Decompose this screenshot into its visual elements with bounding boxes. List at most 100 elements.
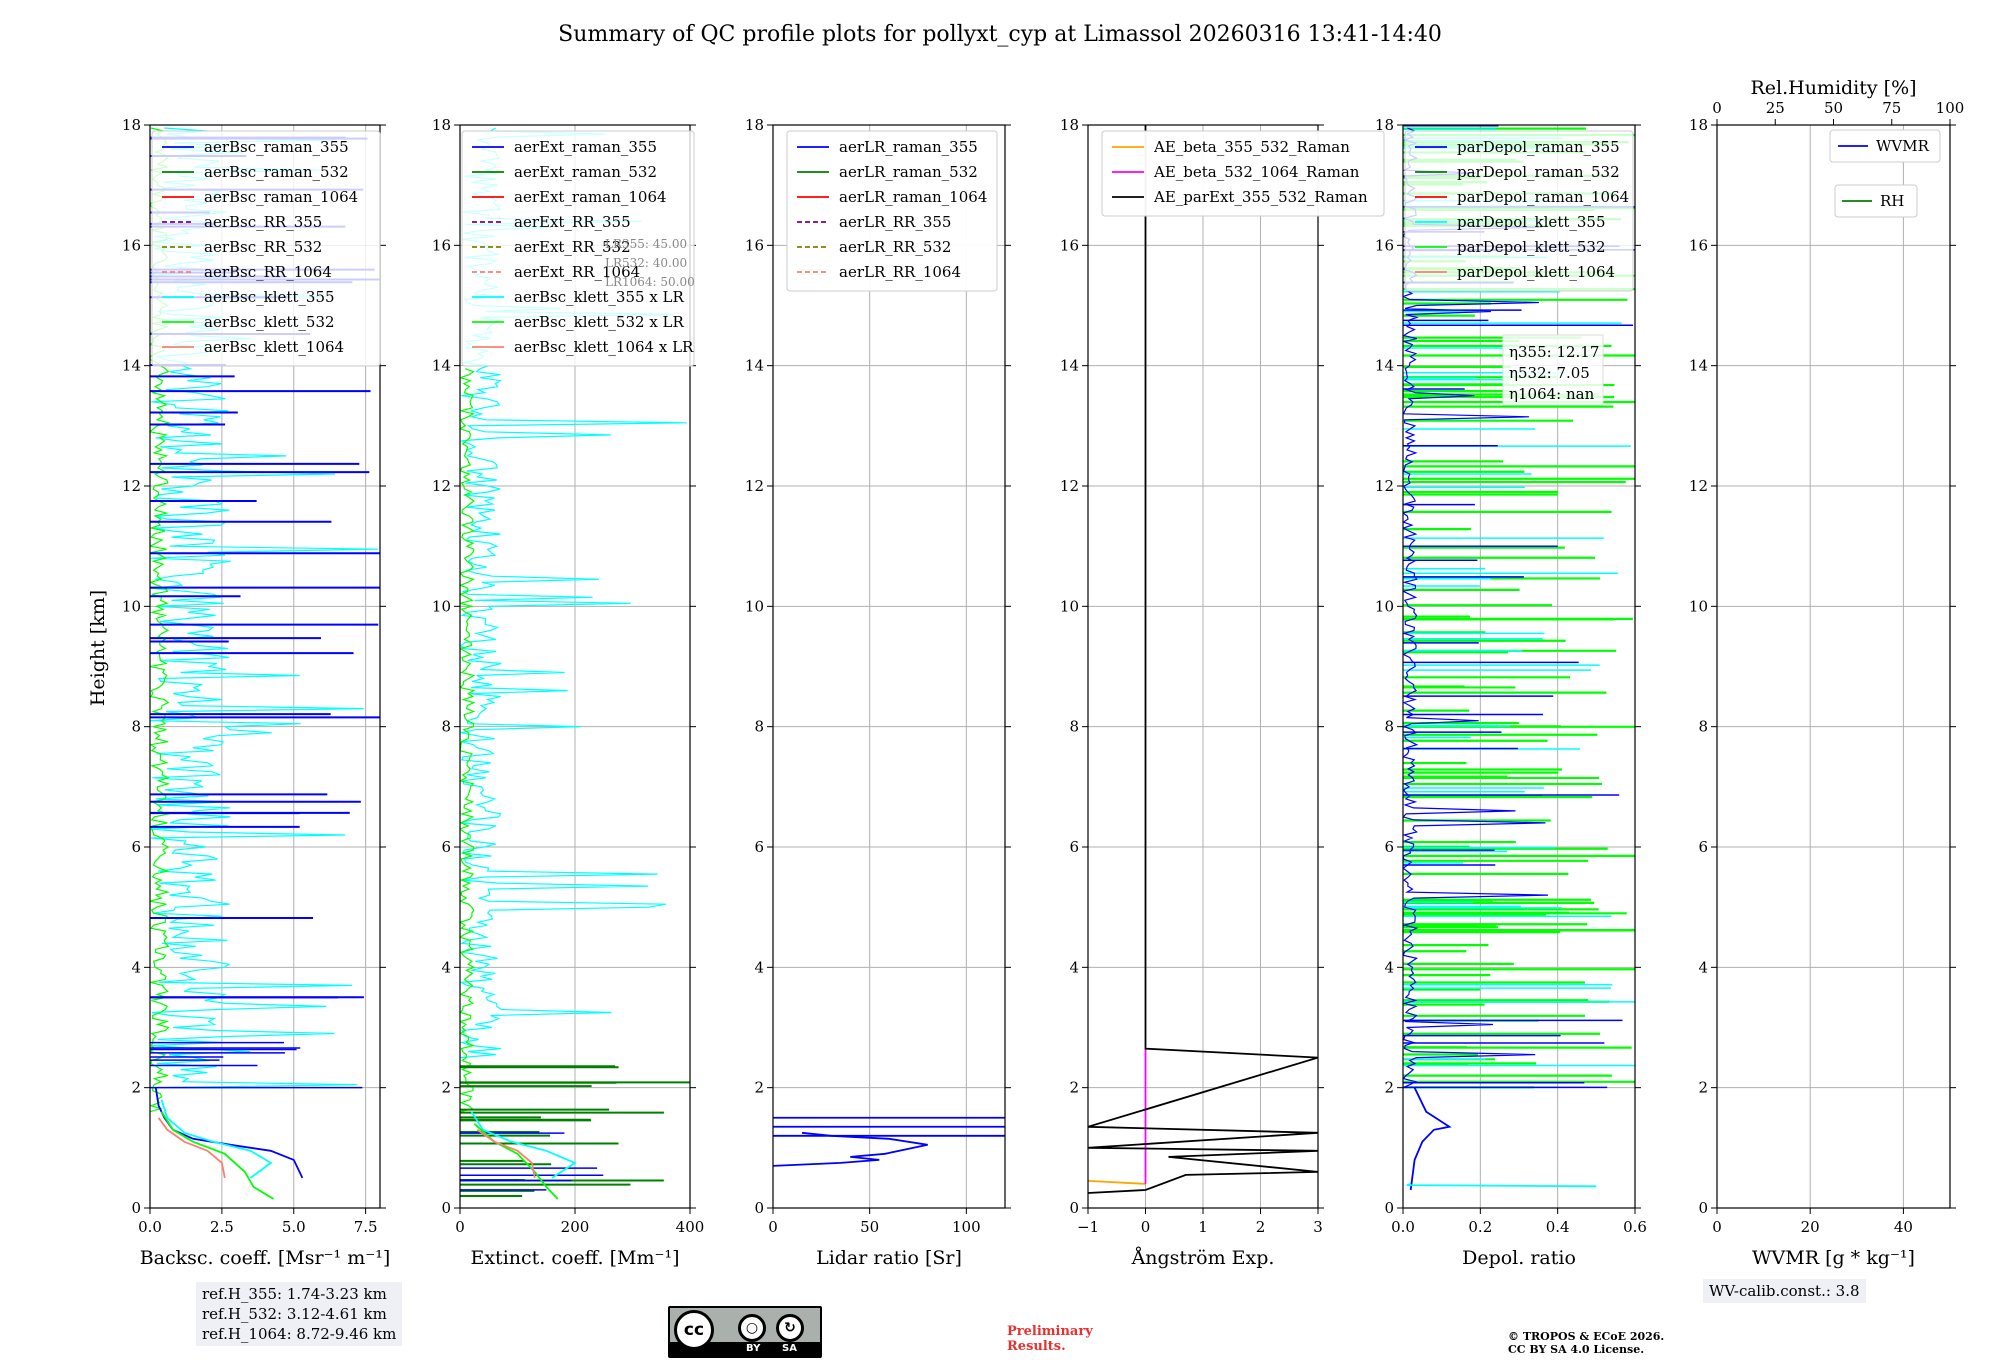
x-tick-label: 0.2 [1468, 1218, 1492, 1236]
series-line-aerBsc_raman_355 [154, 1087, 304, 1179]
legend-label: aerBsc_klett_1064 [204, 338, 344, 356]
legend-label: aerBsc_klett_532 x LR [514, 313, 685, 331]
series-line-aerBsc_klett_532 [160, 1111, 275, 1200]
y-tick-label: 4 [131, 958, 141, 976]
copyright-line-2: CC BY SA 4.0 License. [1508, 1343, 1645, 1356]
x-tick-label: 20 [1801, 1218, 1820, 1236]
legend-label: aerBsc_RR_355 [204, 213, 322, 231]
y-ticks: 0 2 4 6 8 10 12 14 16 18 [745, 116, 1011, 1217]
legend-label: aerBsc_klett_355 x LR [514, 288, 685, 306]
y-tick-label: 10 [1060, 597, 1079, 615]
legend-label: aerBsc_RR_1064 [204, 263, 332, 281]
legend-label: aerLR_raman_355 [839, 138, 978, 156]
ref-height-355: ref.H_355: 1.74-3.23 km [202, 1285, 387, 1303]
noise-profile [460, 368, 476, 1113]
legend-label: AE_parExt_355_532_Raman [1153, 188, 1368, 206]
y-tick-label: 6 [1069, 838, 1079, 856]
cc-logo-icon: cc [674, 1310, 714, 1350]
x-axis-label: Depol. ratio [1462, 1247, 1576, 1269]
y-tick-label: 8 [754, 718, 764, 736]
y-tick-label: 10 [432, 597, 451, 615]
wv-extras: Rel.Humidity [%] 0 25 50 75 100 WVMR RH [1712, 77, 1965, 218]
copyright-line-1: © TROPOS & ECoE 2026. [1508, 1330, 1665, 1343]
legend-label: aerBsc_raman_355 [204, 138, 349, 156]
x-tick-label: 0.4 [1546, 1218, 1570, 1236]
lr-note: LR355: 45.00 [605, 237, 687, 251]
eta-value: η355: 12.17 [1509, 343, 1599, 361]
y-tick-label: 10 [1689, 597, 1708, 615]
legend-box [786, 130, 998, 292]
eta-value: η1064: nan [1509, 385, 1595, 403]
y-tick-label: 6 [441, 838, 451, 856]
x-tick-label: 0 [1712, 1218, 1722, 1236]
x-tick-label: 0 [768, 1218, 778, 1236]
x-tick-label: 5.0 [282, 1218, 306, 1236]
rh-tick-label: 0 [1712, 99, 1722, 117]
y-tick-label: 0 [441, 1199, 451, 1217]
x-tick-label: 0.6 [1623, 1218, 1647, 1236]
y-ticks: 0 2 4 6 8 10 12 14 16 18 [1689, 116, 1956, 1217]
x-ticks: −1 0 1 2 3 [1077, 1208, 1323, 1236]
y-tick-label: 12 [1689, 477, 1708, 495]
series-line-parDepol_klett_355 [1406, 1183, 1597, 1188]
y-tick-label: 18 [745, 116, 764, 134]
y-ticks: 0 2 4 6 8 10 12 14 16 18 [1375, 116, 1641, 1217]
y-tick-label: 8 [1069, 718, 1079, 736]
y-tick-label: 12 [122, 477, 141, 495]
x-tick-label: 3 [1313, 1218, 1323, 1236]
x-ticks: 0 50 100 [768, 1208, 981, 1236]
eta-box: η355: 12.17 η532: 7.05 η1064: nan [1502, 334, 1604, 406]
y-tick-label: 0 [131, 1199, 141, 1217]
x-ticks: 0.0 0.2 0.4 0.6 [1391, 1208, 1647, 1236]
y-tick-label: 14 [1375, 357, 1394, 375]
legend: parDepol_raman_355 parDepol_raman_532 parD… [1404, 130, 1634, 292]
y-tick-label: 2 [754, 1079, 764, 1097]
legend-label: aerExt_RR_355 [514, 213, 631, 231]
x-tick-label: 0 [1141, 1218, 1151, 1236]
y-tick-label: 16 [432, 236, 451, 254]
y-tick-label: 14 [1060, 357, 1079, 375]
y-tick-label: 14 [122, 357, 141, 375]
y-tick-label: 18 [1060, 116, 1079, 134]
legend-label: aerLR_RR_1064 [839, 263, 961, 281]
x-tick-label: 0 [455, 1218, 465, 1236]
preliminary-line-1: Preliminary [1007, 1324, 1093, 1339]
y-tick-label: 10 [122, 597, 141, 615]
x-tick-label: 1 [1198, 1218, 1208, 1236]
ref-height-532: ref.H_532: 3.12-4.61 km [202, 1305, 387, 1323]
y-ticks: 0 2 4 6 8 10 12 14 16 18 [1060, 116, 1324, 1217]
rh-tick-label: 100 [1936, 99, 1965, 117]
data-layer [460, 127, 690, 1200]
legend-box [1101, 130, 1385, 217]
legend: AE_beta_355_532_Raman AE_beta_532_1064_Ra… [1101, 130, 1385, 217]
legend-label: aerExt_raman_532 [514, 163, 657, 181]
x-tick-label: 400 [676, 1218, 705, 1236]
y-tick-label: 14 [432, 357, 451, 375]
x-tick-label: 100 [952, 1218, 981, 1236]
y-tick-label: 8 [1384, 718, 1394, 736]
y-tick-label: 8 [1698, 718, 1708, 736]
legend-label: parDepol_klett_355 [1457, 213, 1606, 231]
x-tick-label: 0.0 [138, 1218, 162, 1236]
x-tick-label: 7.5 [354, 1218, 378, 1236]
legend-label: aerExt_RR_532 [514, 238, 631, 256]
y-tick-label: 0 [754, 1199, 764, 1217]
legend-label: aerExt_raman_1064 [514, 188, 667, 206]
series-line-AE_parExt_355_532_Raman [1088, 125, 1318, 1194]
x-ticks: 0 200 400 [455, 1208, 704, 1236]
rh-tick-label: 75 [1882, 99, 1901, 117]
x-axis-label: Backsc. coeff. [Msr⁻¹ m⁻¹] [140, 1247, 391, 1269]
legend-box [1404, 130, 1634, 292]
x-tick-label: 2 [1256, 1218, 1266, 1236]
figure-title: Summary of QC profile plots for pollyxt_… [558, 22, 1442, 47]
x-axis-label: Lidar ratio [Sr] [816, 1247, 962, 1269]
legend-label: aerBsc_raman_532 [204, 163, 349, 181]
x-axis-label: Ångström Exp. [1131, 1247, 1275, 1269]
cc-license-badge: cc ○ ↻ BY SA [668, 1306, 822, 1358]
y-tick-label: 12 [432, 477, 451, 495]
y-tick-label: 18 [1375, 116, 1394, 134]
y-tick-label: 16 [122, 236, 141, 254]
preliminary-results-note: Preliminary Results. [1007, 1324, 1093, 1354]
